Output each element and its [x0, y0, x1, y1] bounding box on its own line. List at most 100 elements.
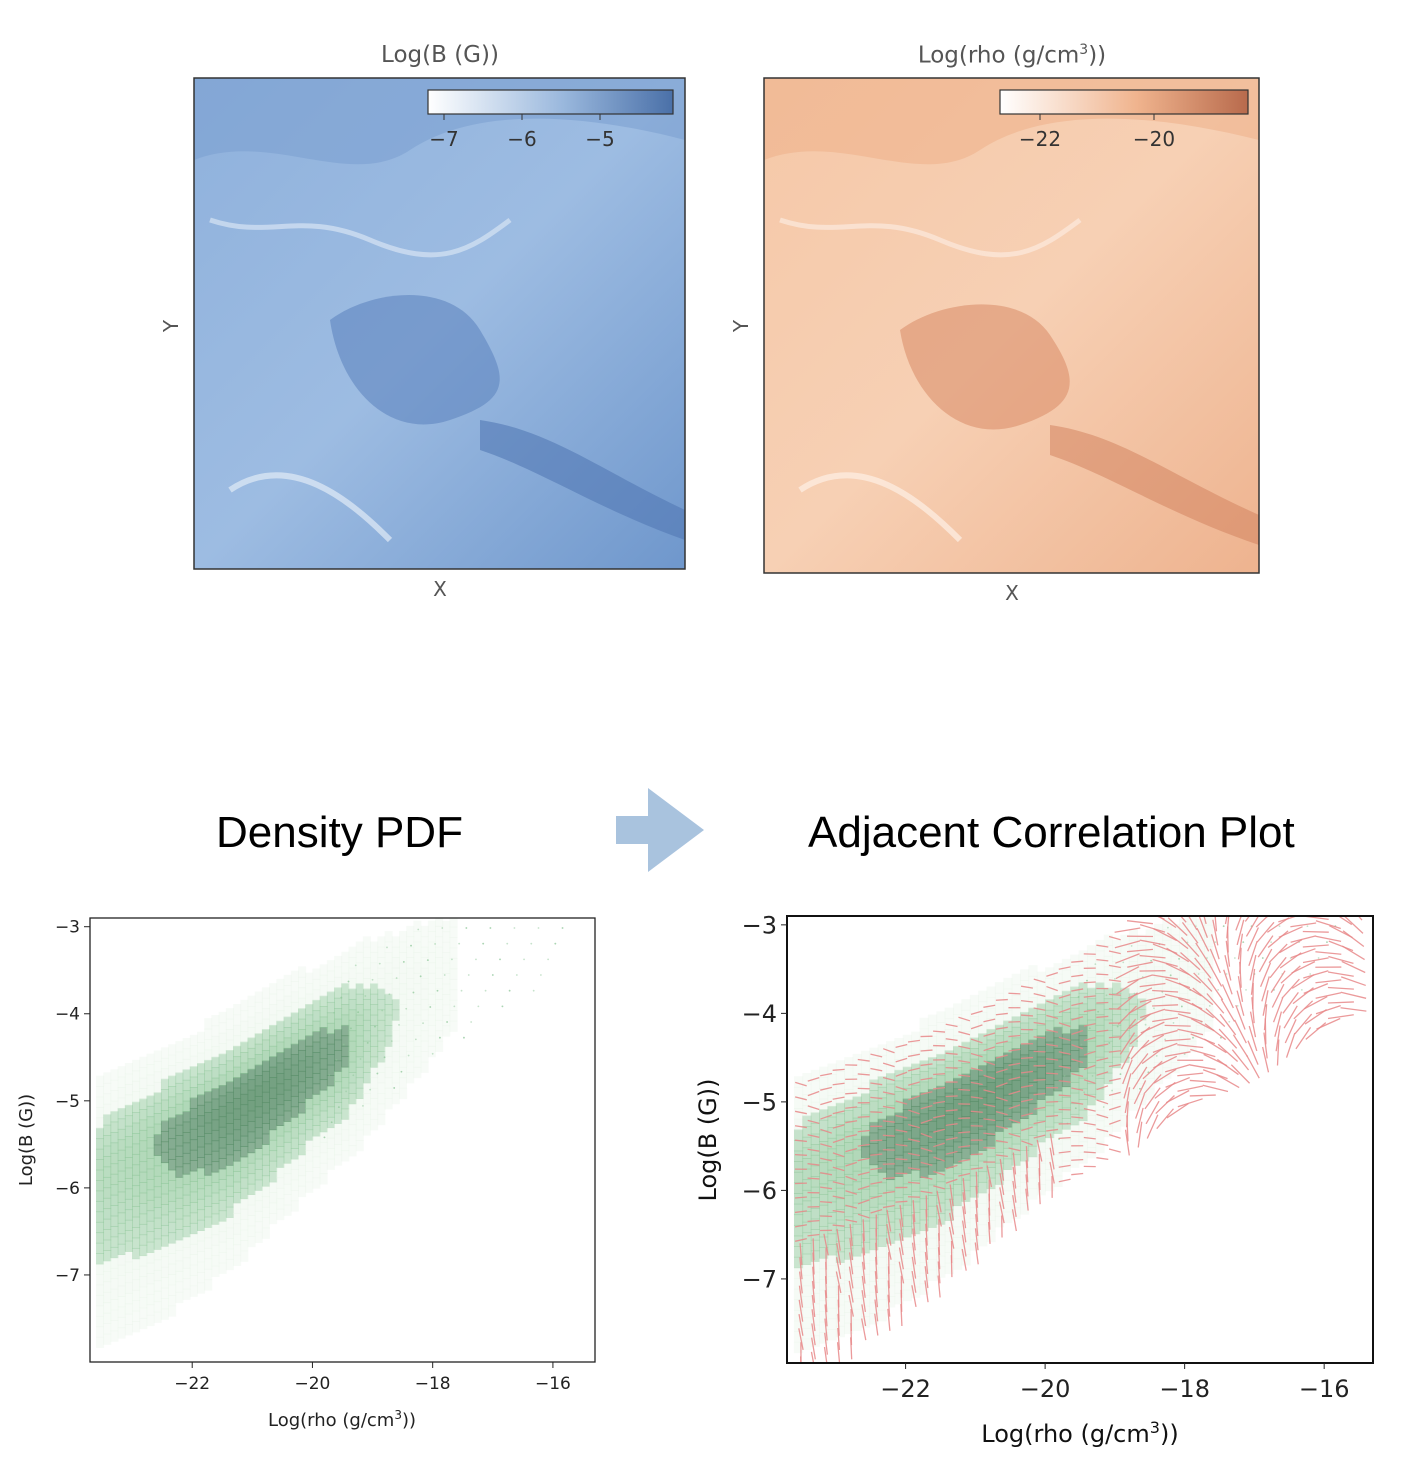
density-cell: [341, 1129, 350, 1141]
density-cell: [1011, 1154, 1021, 1166]
density-cell: [994, 1067, 1005, 1079]
density-cell: [427, 1014, 436, 1026]
density-cell: [261, 1049, 270, 1062]
density-cell: [435, 957, 444, 969]
density-cell: [233, 1108, 242, 1120]
density-cell: [994, 1088, 1005, 1100]
gradient-vector: [895, 1158, 908, 1161]
density-cell: [1020, 1139, 1030, 1151]
gradient-vector: [1021, 1126, 1033, 1132]
density-cell: [341, 1150, 350, 1162]
density-cell: [204, 1059, 213, 1072]
density-cell: [1053, 1164, 1063, 1177]
gradient-vector: [1317, 900, 1340, 903]
density-cell: [139, 1297, 148, 1309]
density-point: [470, 1021, 473, 1023]
density-cell: [110, 1131, 119, 1144]
density-cell: [233, 1202, 242, 1214]
density-cell: [305, 1171, 314, 1183]
density-cell: [146, 1053, 155, 1065]
density-cell: [1078, 1035, 1088, 1047]
gradient-vector: [1083, 981, 1096, 984]
density-point: [357, 1011, 360, 1014]
density-cell: [218, 1105, 227, 1118]
density-cell: [197, 1219, 206, 1231]
density-cell: [886, 1232, 896, 1244]
density-point: [354, 964, 357, 967]
gradient-vector: [1152, 1029, 1178, 1038]
density-cell: [384, 1098, 393, 1110]
density-cell: [1095, 971, 1105, 984]
density-cell: [233, 1254, 242, 1266]
density-cell: [298, 997, 307, 1009]
density-cell: [819, 1204, 829, 1217]
density-cell: [1028, 1135, 1038, 1147]
density-cell: [894, 1271, 904, 1284]
gradient-vector: [899, 1233, 904, 1256]
gradient-vector: [933, 1073, 946, 1076]
density-cell: [225, 1081, 234, 1093]
gradient-vector: [1033, 1134, 1046, 1139]
density-cell: [802, 1115, 812, 1127]
density-cell: [124, 1261, 133, 1273]
density-cell: [994, 1099, 1005, 1111]
density-cell: [204, 1237, 213, 1249]
density-cell: [1112, 1088, 1122, 1101]
density-cell: [994, 992, 1005, 1005]
density-cell: [218, 1262, 227, 1274]
density-cell: [377, 1113, 386, 1126]
gradient-vector: [1020, 1098, 1033, 1103]
density-cell: [894, 1037, 904, 1050]
density-cell: [1153, 998, 1164, 1010]
density-point: [350, 1027, 352, 1030]
density-cell: [225, 1227, 234, 1239]
density-cell: [305, 1160, 314, 1172]
density-cell: [1045, 967, 1055, 979]
density-cell: [247, 1089, 256, 1101]
x-tick-label: −20: [294, 1374, 330, 1394]
density-cell: [944, 1028, 954, 1041]
density-cell: [153, 1217, 162, 1229]
density-cell: [283, 1204, 292, 1216]
density-cell: [384, 1087, 393, 1100]
density-cell: [197, 1188, 206, 1200]
gradient-vector: [986, 1165, 993, 1188]
density-cell: [211, 1265, 220, 1277]
density-cell: [919, 1283, 929, 1295]
density-cell: [132, 1258, 141, 1270]
gradient-vector: [857, 1058, 870, 1062]
gradient-vector: [983, 1074, 996, 1080]
density-cell: [225, 1049, 234, 1062]
gradient-vector: [1225, 940, 1231, 967]
density-cell: [175, 1250, 184, 1262]
density-point: [521, 911, 523, 913]
gradient-vector: [1008, 992, 1021, 995]
density-cell: [261, 1060, 270, 1072]
density-cell: [1053, 1154, 1063, 1166]
gradient-vector: [936, 1190, 942, 1213]
gradient-vector: [962, 1192, 967, 1215]
density-cell: [204, 1018, 213, 1030]
density-cell: [377, 1082, 386, 1094]
density-cell: [254, 1075, 263, 1087]
gradient-vector: [845, 1219, 858, 1223]
density-cell: [844, 1237, 854, 1250]
gradient-vector: [1177, 1085, 1204, 1092]
density-cell: [819, 1289, 829, 1302]
gradient-vector: [1152, 989, 1179, 993]
gradient-vector: [1020, 985, 1034, 989]
density-cell: [810, 1112, 820, 1124]
gradient-vector: [1315, 920, 1341, 930]
density-cell: [944, 1209, 954, 1221]
density-cell: [927, 1025, 938, 1037]
density-cell: [911, 1105, 921, 1118]
density-cell: [869, 1100, 879, 1113]
density-cell: [247, 995, 256, 1007]
density-cell: [96, 1159, 105, 1171]
gradient-vector: [970, 1010, 983, 1015]
gradient-vector: [1167, 917, 1188, 936]
density-cell: [978, 1128, 988, 1141]
density-cell: [348, 978, 357, 990]
density-cell: [305, 993, 314, 1005]
density-cell: [153, 1269, 162, 1282]
